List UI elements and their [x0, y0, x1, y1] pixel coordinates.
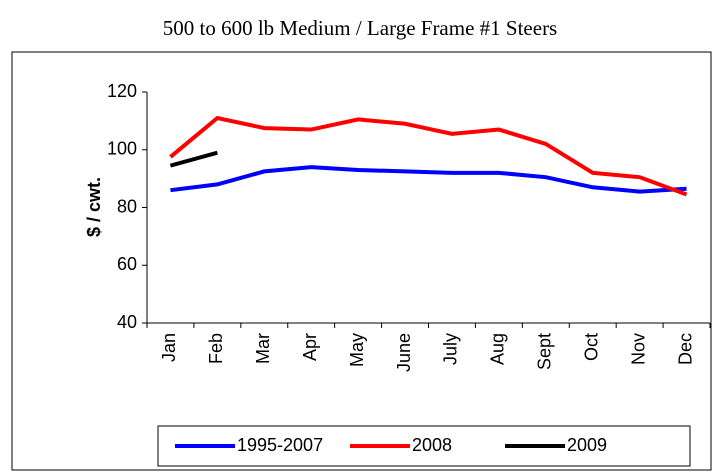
series-line — [169, 150, 218, 168]
x-tick-label: Aug — [488, 333, 508, 365]
x-tick-label: May — [347, 333, 367, 367]
x-tick-label: Nov — [628, 333, 648, 365]
x-tick-label: Mar — [253, 333, 273, 364]
y-tick-label: 60 — [117, 254, 137, 274]
legend-box — [157, 425, 691, 467]
x-tick-label: Jan — [159, 333, 179, 362]
x-tick-label: June — [394, 333, 414, 372]
x-tick-label: Apr — [300, 333, 320, 361]
y-axis-label: $ / cwt. — [84, 177, 104, 237]
x-tick-label: July — [441, 333, 461, 365]
y-tick-label: 80 — [117, 196, 137, 216]
x-tick-label: Dec — [675, 333, 695, 365]
x-tick-label: Feb — [206, 333, 226, 364]
y-tick-label: 100 — [107, 139, 137, 159]
chart-border — [11, 51, 712, 471]
legend-label: 2009 — [567, 435, 607, 455]
series-line — [170, 165, 687, 194]
chart-title: 500 to 600 lb Medium / Large Frame #1 St… — [163, 16, 557, 40]
y-tick-label: 40 — [117, 312, 137, 332]
legend-label: 2008 — [412, 435, 452, 455]
y-tick-label: 120 — [107, 81, 137, 101]
x-tick-label: Sept — [535, 333, 555, 370]
legend-label: 1995-2007 — [237, 435, 323, 455]
x-tick-label: Oct — [581, 333, 601, 361]
series-line — [169, 115, 688, 197]
